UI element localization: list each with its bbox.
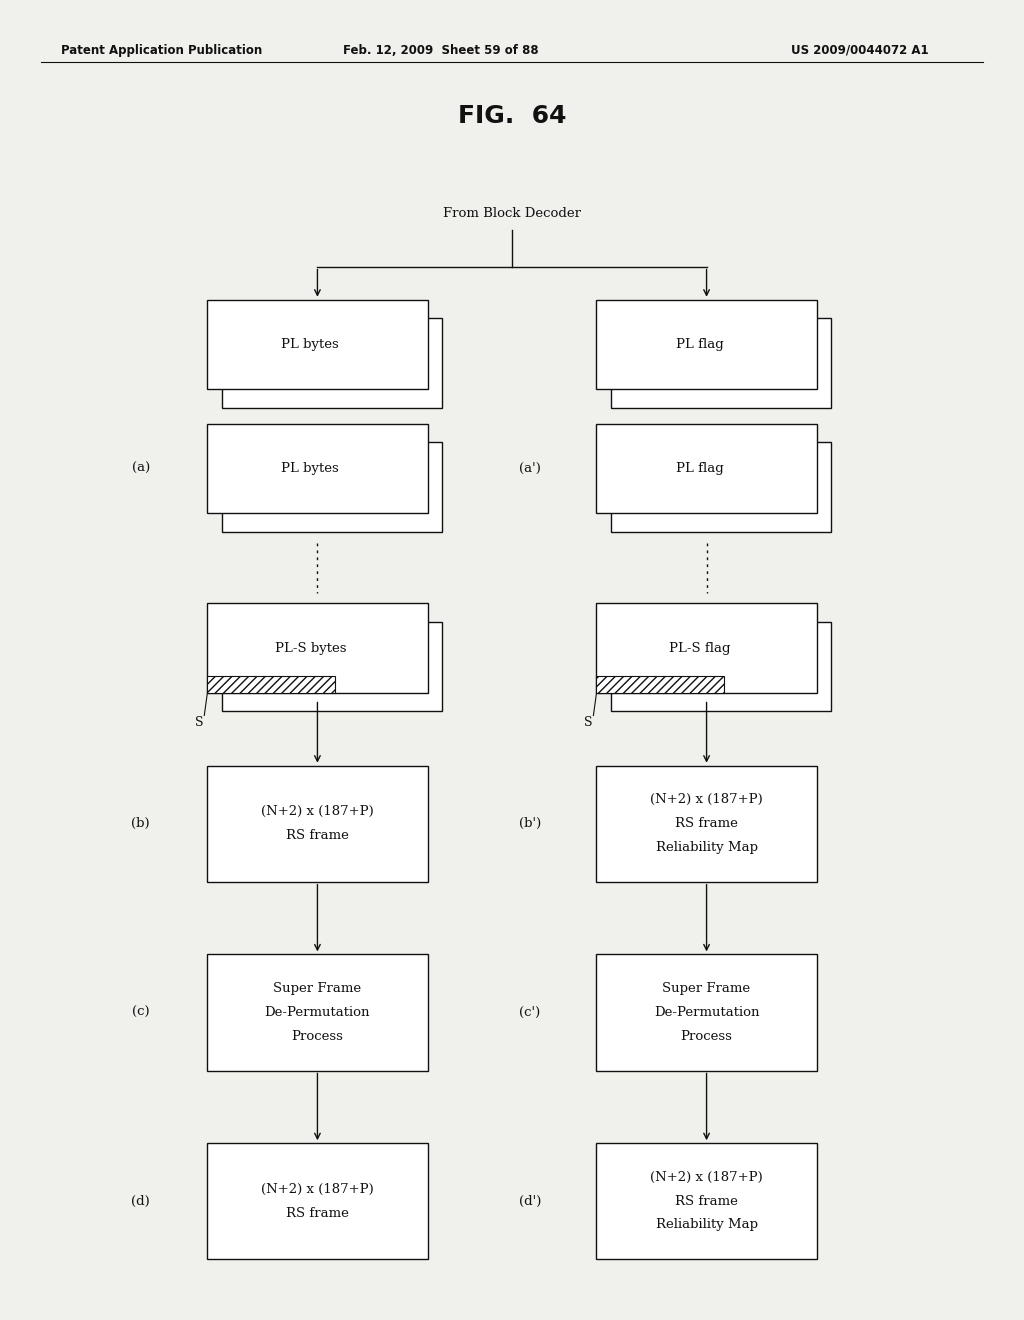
Text: Reliability Map: Reliability Map	[655, 1218, 758, 1232]
Text: S: S	[195, 715, 204, 729]
Bar	[596, 603, 816, 693]
Text: RS frame: RS frame	[675, 1195, 738, 1208]
Text: (N+2) x (187+P): (N+2) x (187+P)	[650, 793, 763, 807]
Bar	[596, 300, 816, 389]
Text: De-Permutation: De-Permutation	[264, 1006, 371, 1019]
Text: RS frame: RS frame	[286, 829, 349, 842]
Text: S: S	[584, 715, 593, 729]
Bar	[596, 676, 724, 693]
Bar	[596, 766, 816, 882]
Bar	[610, 318, 830, 408]
Text: (a): (a)	[132, 462, 150, 475]
Text: Process: Process	[292, 1030, 343, 1043]
Bar	[610, 442, 830, 532]
Text: (b): (b)	[131, 817, 151, 830]
Bar	[207, 676, 335, 693]
Text: RS frame: RS frame	[675, 817, 738, 830]
Text: PL-S flag: PL-S flag	[669, 642, 730, 655]
Text: FIG.  64: FIG. 64	[458, 104, 566, 128]
Bar	[222, 622, 442, 711]
Bar	[207, 424, 428, 513]
Text: PL-S bytes: PL-S bytes	[274, 642, 346, 655]
Text: PL bytes: PL bytes	[282, 338, 339, 351]
Text: Reliability Map: Reliability Map	[655, 841, 758, 854]
Text: (N+2) x (187+P): (N+2) x (187+P)	[650, 1171, 763, 1184]
Text: (a'): (a')	[519, 462, 541, 475]
Bar	[207, 603, 428, 693]
Text: Super Frame: Super Frame	[273, 982, 361, 995]
Text: De-Permutation: De-Permutation	[653, 1006, 760, 1019]
Text: (N+2) x (187+P): (N+2) x (187+P)	[261, 1183, 374, 1196]
Text: (b'): (b')	[519, 817, 541, 830]
Bar	[222, 442, 442, 532]
Text: US 2009/0044072 A1: US 2009/0044072 A1	[792, 44, 929, 57]
Text: (c): (c)	[132, 1006, 150, 1019]
Bar	[207, 766, 428, 882]
Bar	[596, 1143, 816, 1259]
Text: Process: Process	[681, 1030, 732, 1043]
Text: PL flag: PL flag	[676, 338, 723, 351]
Bar	[596, 424, 816, 513]
Text: (d'): (d')	[519, 1195, 541, 1208]
Text: PL bytes: PL bytes	[282, 462, 339, 475]
Text: PL flag: PL flag	[676, 462, 723, 475]
Text: Feb. 12, 2009  Sheet 59 of 88: Feb. 12, 2009 Sheet 59 of 88	[342, 44, 539, 57]
Text: RS frame: RS frame	[286, 1206, 349, 1220]
Text: Patent Application Publication: Patent Application Publication	[61, 44, 263, 57]
Bar	[207, 300, 428, 389]
Bar	[207, 1143, 428, 1259]
Text: (N+2) x (187+P): (N+2) x (187+P)	[261, 805, 374, 818]
Text: (d): (d)	[131, 1195, 151, 1208]
Text: (c'): (c')	[519, 1006, 541, 1019]
Text: From Block Decoder: From Block Decoder	[443, 207, 581, 220]
Bar	[610, 622, 830, 711]
Bar	[596, 954, 816, 1071]
Text: Super Frame: Super Frame	[663, 982, 751, 995]
Bar	[207, 954, 428, 1071]
Bar	[222, 318, 442, 408]
